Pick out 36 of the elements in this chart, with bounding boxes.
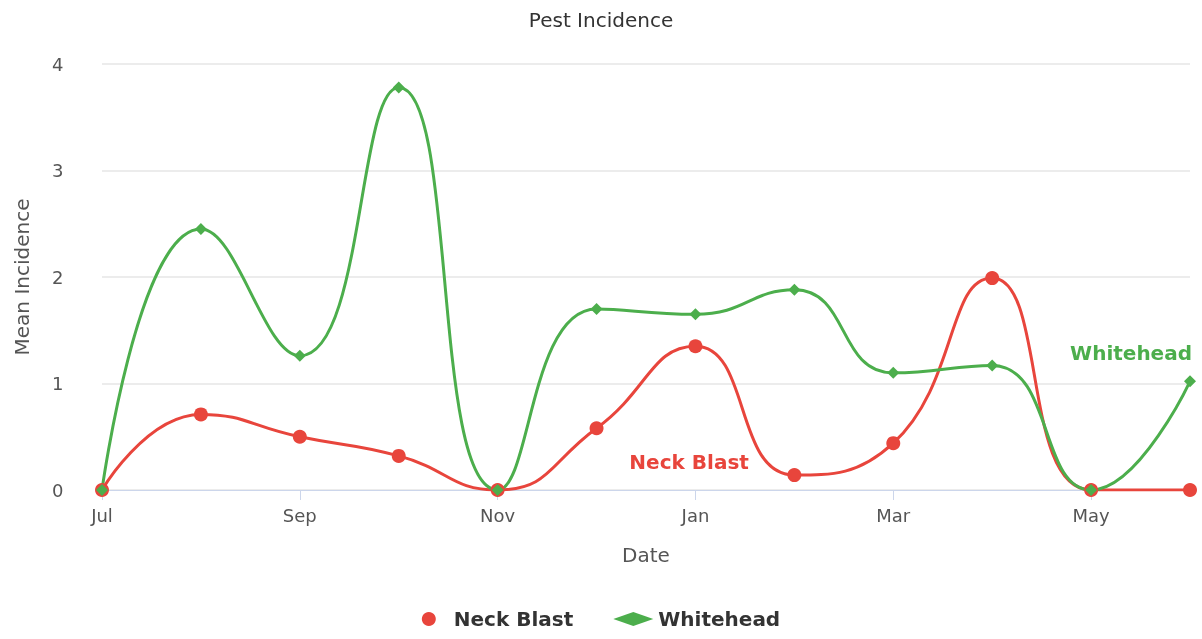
chart-title: Pest Incidence <box>528 8 674 32</box>
point <box>293 349 306 362</box>
x-tick-label: Sep <box>282 504 317 526</box>
y-tick-label: 3 <box>52 160 64 181</box>
point <box>787 468 802 483</box>
point <box>392 81 405 94</box>
y-tick-label: 2 <box>52 266 64 288</box>
x-tick-label: May <box>1072 504 1111 526</box>
point <box>1184 375 1196 388</box>
point <box>887 366 900 379</box>
point <box>1183 483 1197 497</box>
y-axis-title: Mean Incidence <box>10 198 34 356</box>
point <box>688 339 703 354</box>
x-tick-label: Mar <box>876 504 911 526</box>
point <box>886 436 901 451</box>
text: Whitehead <box>1070 341 1193 366</box>
point <box>689 308 702 321</box>
x-axis-title: Date <box>622 543 670 567</box>
point <box>788 283 801 296</box>
point <box>292 429 307 444</box>
text: Neck Blast <box>629 450 749 474</box>
x-tick-label: Jan <box>680 504 710 526</box>
point <box>985 271 1000 286</box>
point <box>194 223 207 236</box>
point <box>986 359 999 372</box>
y-tick-label: 1 <box>52 373 64 394</box>
y-tick-label: 4 <box>52 53 64 75</box>
point <box>193 407 208 422</box>
x-tick-label: Jul <box>90 504 113 526</box>
x-tick-label: Nov <box>480 504 516 526</box>
y-tick-label: 0 <box>52 479 64 501</box>
point <box>589 421 604 436</box>
legend-label: Neck Blast <box>453 607 574 631</box>
point <box>590 302 603 315</box>
legend-label: Whitehead <box>658 607 781 631</box>
point <box>391 448 406 463</box>
